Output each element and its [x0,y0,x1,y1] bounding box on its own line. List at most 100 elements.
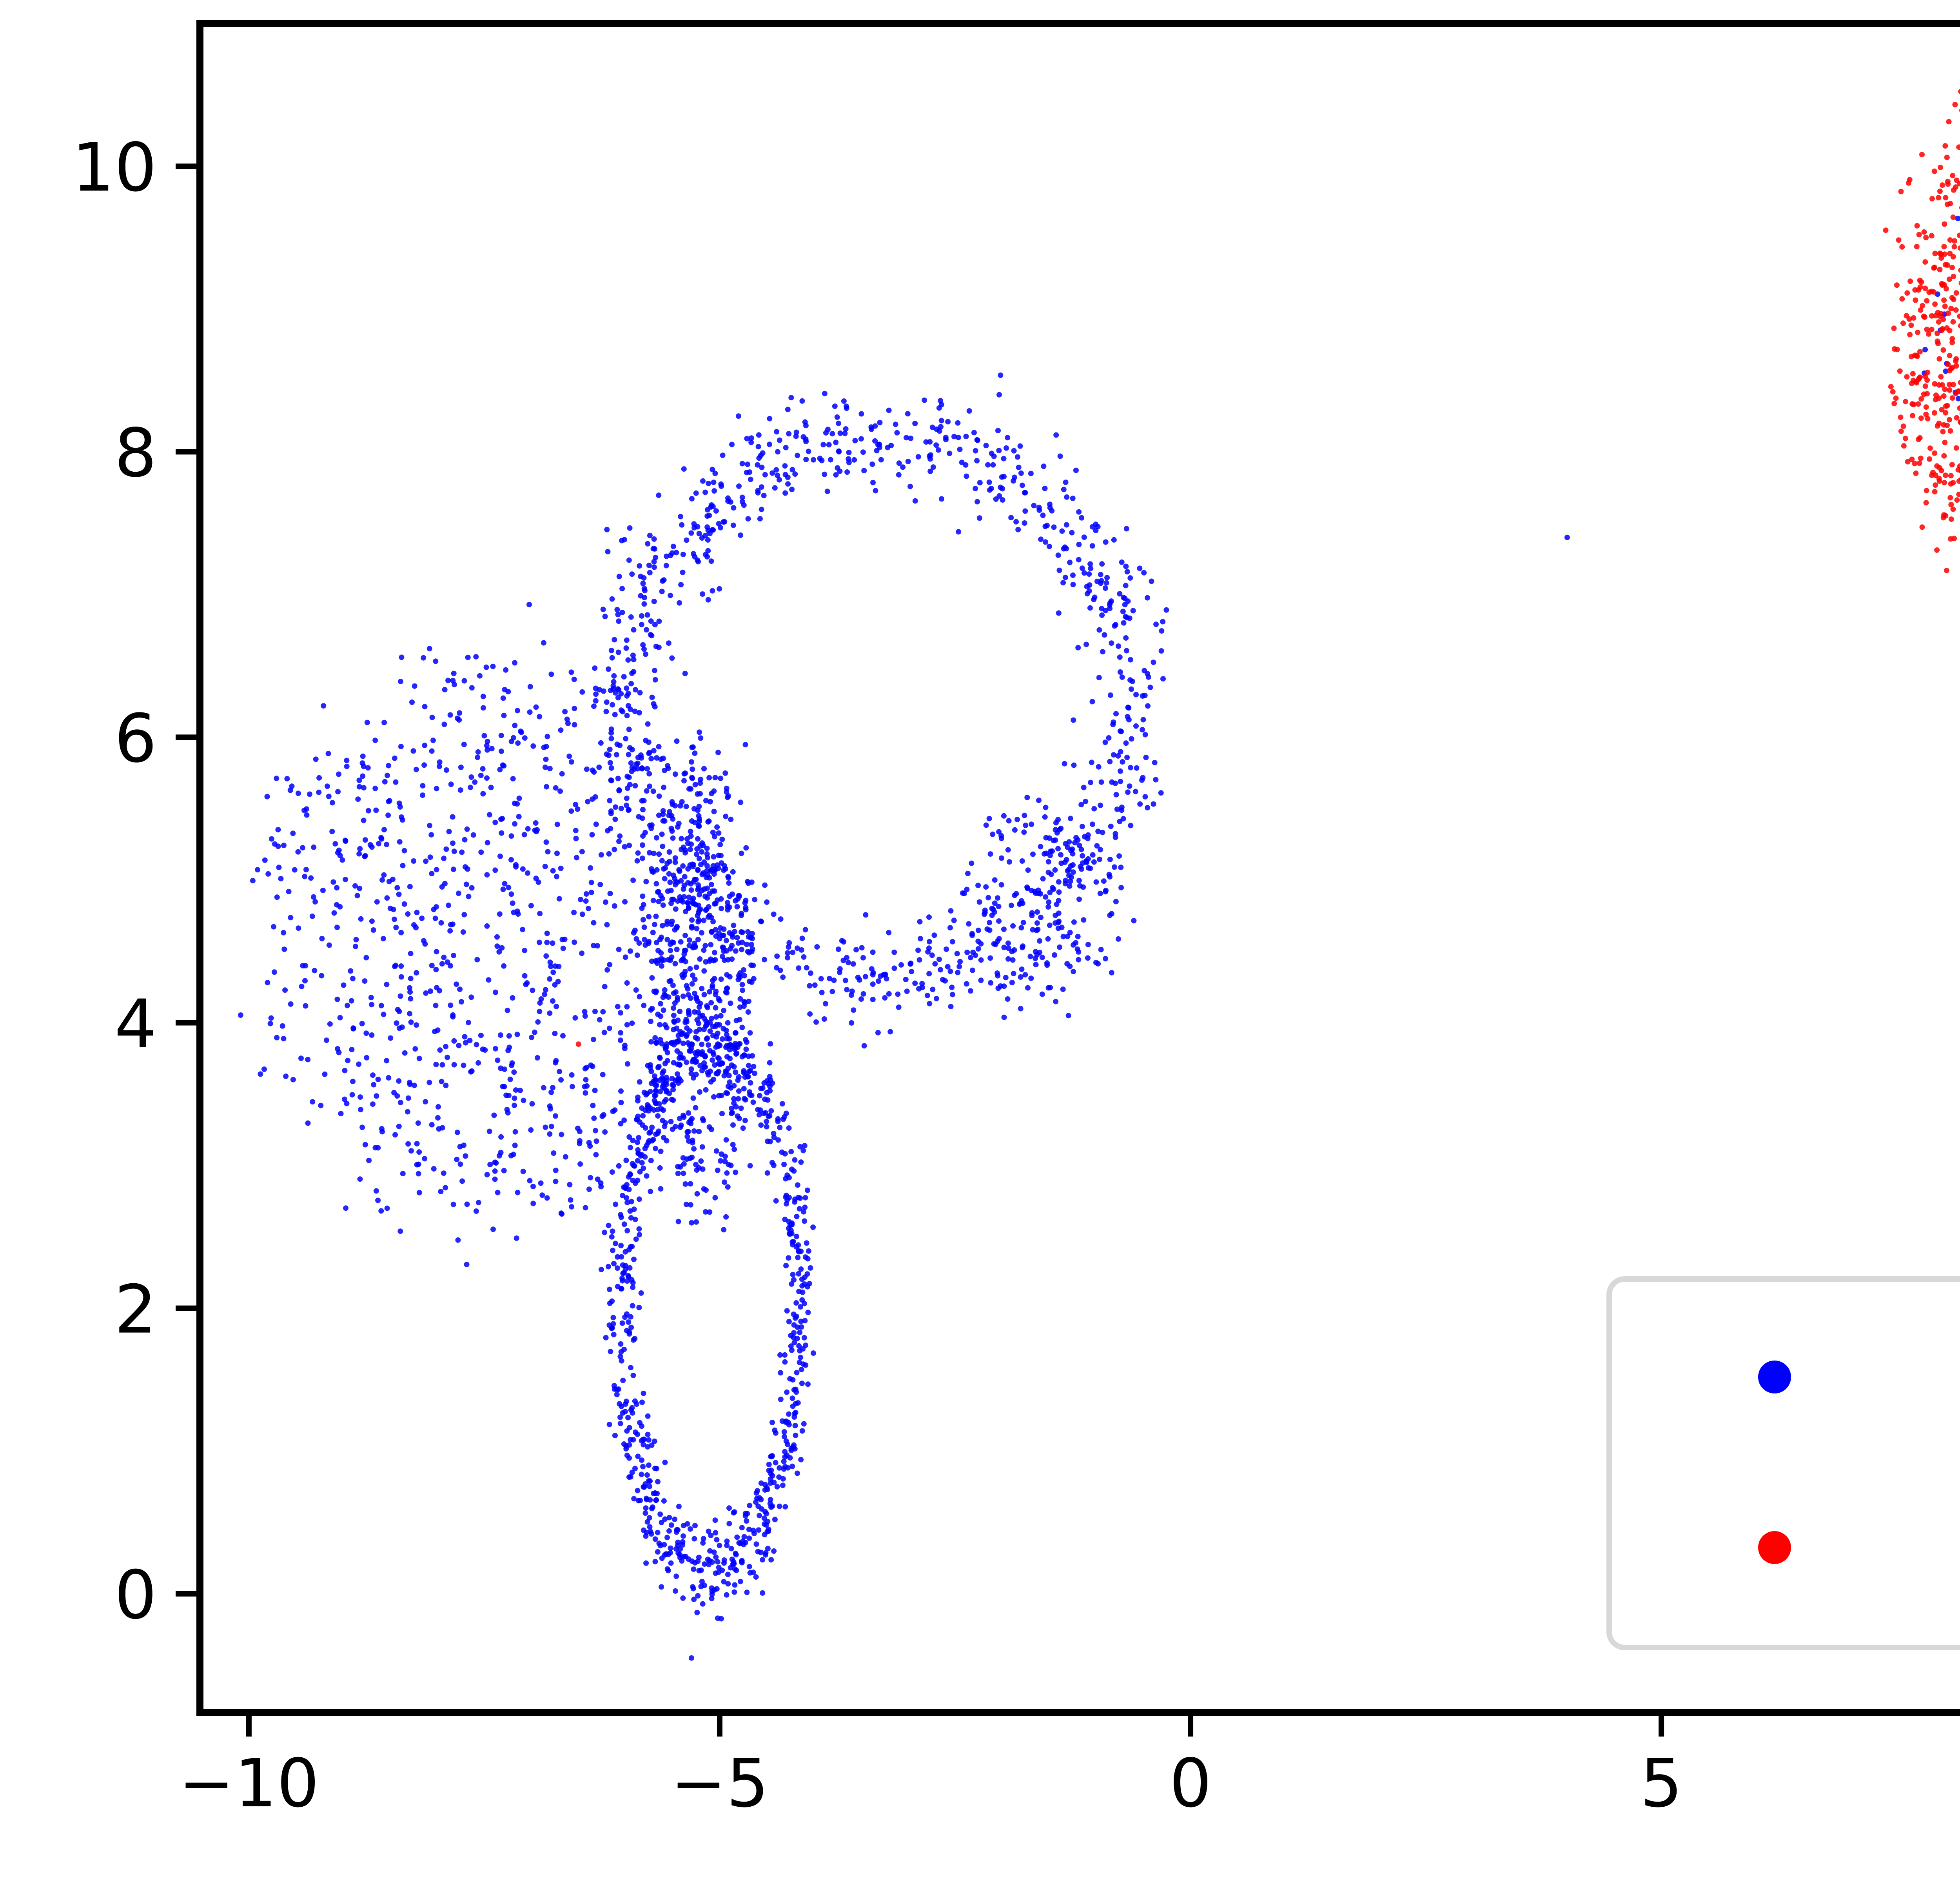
data-point [579,849,585,855]
data-point [709,1126,715,1132]
data-point [1959,477,1960,481]
data-point [661,1135,666,1141]
data-point [663,1097,669,1103]
data-point [582,1009,588,1015]
data-point [537,714,543,719]
data-point [669,655,675,661]
data-point [1071,968,1076,974]
data-point [689,981,695,987]
data-point [612,1107,618,1113]
data-point [509,1063,515,1068]
data-point [1123,583,1129,589]
data-point [786,1255,791,1261]
data-point [513,1087,519,1093]
data-point [1088,779,1094,785]
data-point [708,882,714,887]
data-point [627,525,633,531]
data-point [624,980,630,986]
data-point [512,660,518,666]
data-point [683,1033,689,1039]
data-point [387,798,392,804]
data-point [1145,674,1151,680]
data-point [971,430,977,436]
data-point [1088,565,1094,571]
data-point [750,1528,756,1533]
data-point [374,899,380,905]
data-point [798,1457,804,1462]
data-point [363,955,369,961]
data-point [713,901,719,906]
data-point [724,1170,730,1176]
data-point [653,940,659,946]
data-point [1953,363,1959,369]
data-point [642,588,648,594]
data-point [1081,785,1087,790]
data-point [1958,380,1960,385]
data-point [648,1129,653,1135]
data-point [437,988,443,994]
data-point [790,1272,796,1277]
data-point [726,1162,731,1168]
data-point [1918,396,1924,402]
data-point [1042,814,1048,820]
data-point [760,1557,766,1563]
data-point [478,772,484,778]
data-point [1153,621,1159,627]
data-point [484,1172,490,1177]
data-point [1025,985,1031,991]
data-point [869,461,875,467]
data-point [402,1050,408,1056]
data-point [358,916,364,922]
data-point [1068,848,1074,854]
data-point [969,860,975,866]
data-point [604,699,610,705]
data-point [287,787,293,793]
data-point [456,717,462,723]
data-point [737,970,743,976]
data-point [690,744,696,750]
data-point [718,776,724,781]
data-point [1107,912,1113,918]
data-point [1063,546,1069,552]
data-point [429,748,435,754]
data-point [359,1021,365,1026]
data-point [1033,949,1038,955]
data-point [1014,817,1020,823]
data-point [1051,524,1057,530]
data-point [888,443,894,449]
data-point [707,1209,713,1215]
data-point [702,552,708,558]
data-point [649,975,655,981]
data-point [456,890,461,896]
data-point [887,1029,893,1035]
data-point [729,1106,734,1111]
data-point [656,618,662,624]
data-point [637,710,642,716]
data-point [446,829,452,834]
data-point [320,887,326,893]
data-point [395,1007,401,1012]
data-point [605,1264,611,1270]
data-point [1011,971,1016,976]
data-point [713,1005,719,1011]
data-point [1915,329,1920,335]
data-point [886,407,892,413]
data-point [1073,467,1079,473]
data-point [1056,567,1062,573]
data-point [265,871,271,877]
data-point [1913,352,1919,358]
data-point [661,785,666,790]
data-point [863,912,869,918]
data-point [466,894,472,899]
data-point [480,694,486,699]
data-point [810,1350,816,1356]
data-point [331,910,337,916]
data-point [1081,570,1087,576]
data-point [794,1470,800,1476]
data-point [439,1079,445,1085]
data-point [734,1534,740,1540]
data-point [1940,429,1946,434]
data-point [501,1168,507,1174]
data-point [459,1178,465,1184]
data-point [657,1055,663,1061]
